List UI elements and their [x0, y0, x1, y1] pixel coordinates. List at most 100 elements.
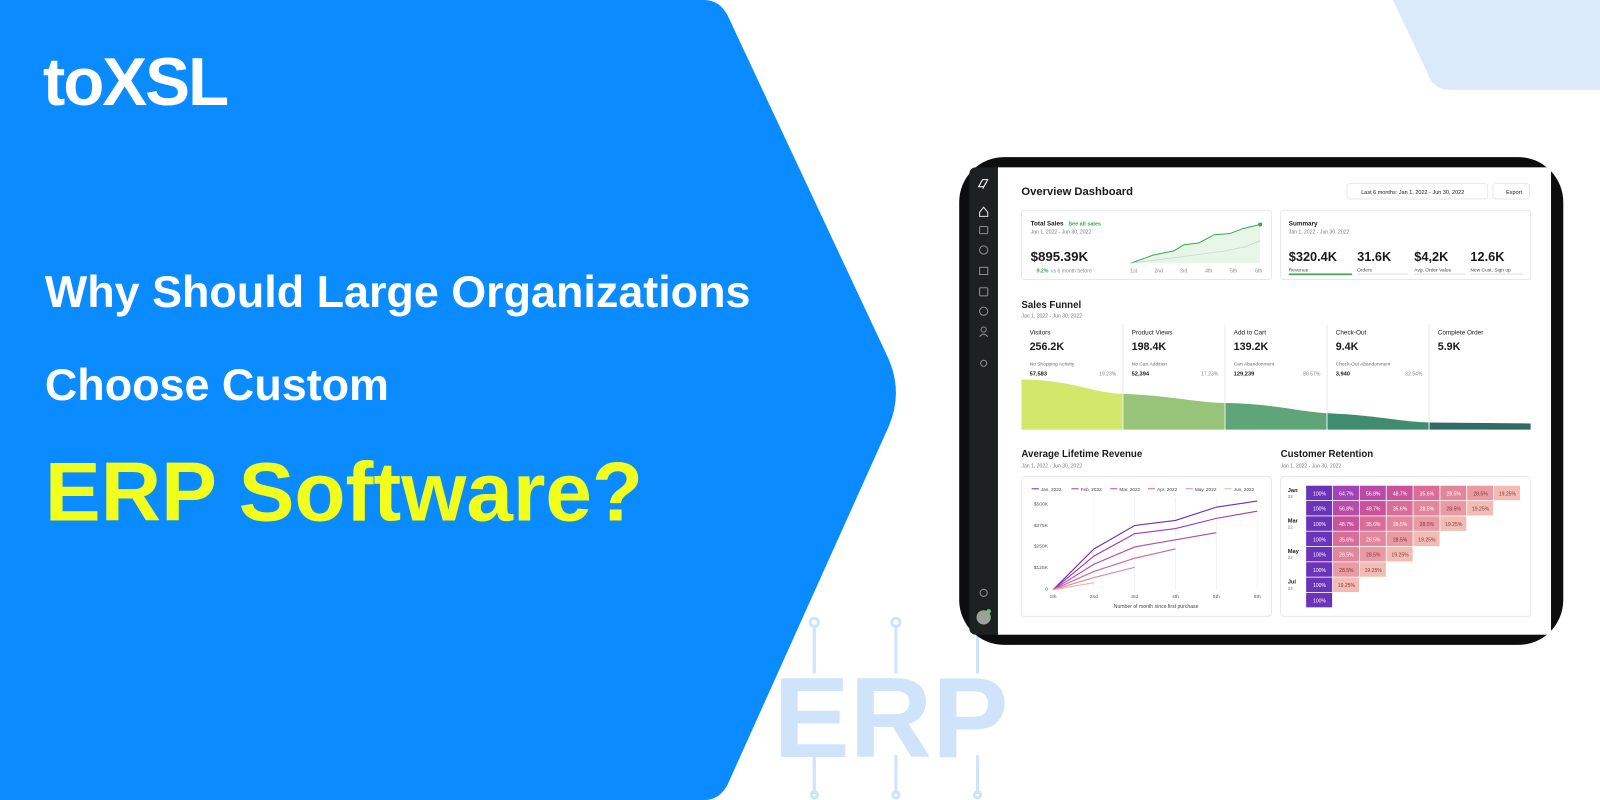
x-axis-title: Number of month since first purchase [1114, 604, 1199, 610]
retention-cell [1386, 546, 1413, 562]
retention-cell [1386, 485, 1413, 501]
retention-cell [1467, 485, 1494, 501]
cell-label: 28.5% [1446, 491, 1461, 497]
cell-label: 35.6% [1366, 522, 1381, 528]
app-logo [977, 179, 989, 190]
stage-name: Complete Order [1438, 330, 1484, 337]
x-tick-label: 5th [1213, 594, 1220, 600]
card-value: $895.39K [1031, 249, 1089, 264]
nav-icon[interactable] [980, 326, 987, 333]
legend-label: May, 2022 [1195, 487, 1217, 492]
cell-label: 19.25% [1418, 537, 1436, 543]
x-tick-label: 3rd [1131, 594, 1138, 600]
cell-label: 28.5% [1393, 522, 1408, 528]
retention-cell [1386, 531, 1413, 547]
retention-cell [1306, 562, 1333, 577]
row-label: Mar [1288, 518, 1299, 524]
cell-label: 100% [1313, 553, 1326, 559]
row-label: Jul [1288, 580, 1297, 586]
nav-icon[interactable] [979, 226, 989, 235]
drop-value: 57,583 [1030, 372, 1047, 378]
sales-line-prev [1130, 240, 1261, 264]
settings-icon[interactable] [979, 588, 988, 597]
legend-label: Feb, 2022 [1081, 487, 1103, 492]
row-year: 22 [1288, 525, 1294, 530]
change-value: 9.2% [1037, 268, 1049, 274]
retention-cell [1493, 485, 1520, 501]
stage-value: 198.4K [1132, 341, 1167, 353]
retention-cell [1332, 577, 1359, 593]
cohort-line [1052, 510, 1258, 591]
headline-line: Why Should Large Organizations [45, 266, 751, 317]
retention-cell [1440, 501, 1467, 516]
funnel-band [1123, 393, 1225, 430]
drop-label: No Cart Addition [1132, 361, 1168, 367]
cell-label: 19.25% [1472, 507, 1490, 513]
metric-underline [1357, 273, 1409, 275]
metric-underline [1414, 273, 1466, 275]
metric-value: $4,2K [1414, 249, 1449, 264]
export-label[interactable]: Export [1506, 190, 1522, 196]
retention-cell [1306, 485, 1333, 501]
export-button[interactable] [1492, 183, 1530, 200]
retention-cell [1306, 577, 1333, 593]
date-filter-label[interactable]: Last 6 months: Jan 1, 2022 - Jun 30, 202… [1361, 190, 1464, 196]
nav-icon[interactable] [979, 333, 989, 338]
legend-label: Jun, 2022 [1234, 487, 1255, 492]
retention-cell [1359, 485, 1386, 501]
x-tick-label: 2nd [1154, 268, 1163, 274]
cell-label: 100% [1313, 599, 1326, 605]
x-tick-label: 5th [1230, 268, 1237, 274]
x-tick-label: 4th [1205, 268, 1212, 274]
drop-pct: 17.23% [1201, 372, 1219, 378]
row-label: Jan [1288, 488, 1298, 494]
cell-label: 56.8% [1339, 507, 1354, 513]
circuit-node [890, 616, 902, 629]
date-filter[interactable] [1346, 183, 1489, 200]
card-link[interactable]: See all sales [1068, 222, 1101, 228]
section-period: Jan 1, 2022 - Jun 30, 2022 [1021, 313, 1082, 319]
drop-label: Check-Out Abandonment [1336, 361, 1391, 367]
sidebar-icons [977, 179, 989, 597]
nav-icon[interactable] [979, 287, 989, 297]
retention-cell [1386, 501, 1413, 516]
blue-panel [0, 0, 896, 800]
metric-label: Avg. Order Value [1414, 267, 1451, 273]
nav-icon[interactable] [980, 359, 988, 367]
cell-label: 48.7% [1366, 507, 1381, 513]
cohort-line [1052, 532, 1217, 591]
retention-cell [1306, 516, 1333, 531]
x-tick-label: 1th [1050, 594, 1057, 600]
retention-cell [1306, 531, 1333, 547]
cell-label: 28.5% [1366, 537, 1381, 543]
nav-icon[interactable] [979, 266, 989, 275]
retention-cell [1332, 546, 1359, 562]
row-year: 22 [1288, 494, 1294, 499]
retention-cell [1359, 501, 1386, 516]
y-tick-label: 0 [1045, 586, 1048, 592]
cell-label: 64.7% [1339, 491, 1354, 497]
retention-cell [1332, 516, 1359, 531]
cell-label: 19.25% [1365, 568, 1383, 574]
retention-cell [1413, 501, 1440, 516]
funnel-band [1327, 413, 1429, 430]
metric-label: Revenue [1289, 267, 1309, 273]
x-tick-label: 6th [1255, 268, 1262, 274]
nav-icon[interactable] [979, 206, 989, 217]
cell-label: 28.5% [1366, 553, 1381, 559]
nav-icon[interactable] [979, 245, 989, 255]
section-period: Jan 1, 2022 - Jun 30, 2022 [1281, 463, 1342, 469]
nav-icon[interactable] [979, 306, 989, 316]
section-title: Customer Retention [1281, 449, 1374, 460]
cell-label: 100% [1313, 507, 1326, 513]
x-tick-label: 3rd [1180, 268, 1188, 274]
circuit-node [972, 790, 983, 800]
y-tick-label: $250K [1034, 543, 1049, 549]
retention-cell [1413, 531, 1440, 547]
retention-cell [1413, 516, 1440, 531]
funnel-band [1429, 422, 1531, 430]
card-title: Total Sales [1031, 221, 1064, 228]
avatar[interactable] [976, 610, 991, 625]
watermark: ERP [773, 655, 1008, 782]
stage-name: Add to Cart [1234, 330, 1267, 337]
